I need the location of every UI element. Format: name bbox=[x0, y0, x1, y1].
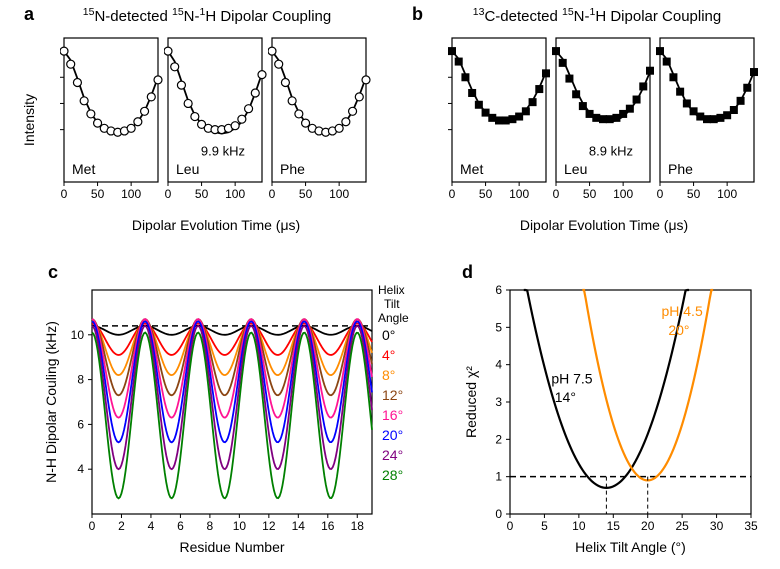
superscript: 15 bbox=[562, 6, 574, 18]
svg-text:Phe: Phe bbox=[280, 161, 305, 177]
svg-text:0: 0 bbox=[89, 519, 96, 533]
panel-a-title: 15N-detected 15N-1H Dipolar Coupling bbox=[42, 6, 372, 25]
svg-text:4: 4 bbox=[148, 519, 155, 533]
svg-text:10: 10 bbox=[71, 328, 85, 342]
svg-text:8.9 kHz: 8.9 kHz bbox=[589, 144, 633, 159]
svg-text:4: 4 bbox=[495, 358, 502, 372]
svg-text:50: 50 bbox=[583, 187, 597, 201]
svg-text:1: 1 bbox=[495, 470, 502, 484]
svg-text:14°: 14° bbox=[555, 389, 576, 405]
svg-text:0: 0 bbox=[269, 187, 276, 201]
svg-text:0: 0 bbox=[507, 519, 514, 533]
svg-text:0: 0 bbox=[657, 187, 664, 201]
svg-text:50: 50 bbox=[479, 187, 493, 201]
svg-text:3: 3 bbox=[495, 395, 502, 409]
svg-text:8°: 8° bbox=[382, 367, 395, 383]
svg-text:20°: 20° bbox=[668, 322, 689, 338]
svg-text:0: 0 bbox=[61, 187, 68, 201]
panel-c-plot: 0 2 4 6 8 10 12 14 16 18 4 6 8 10 N-H Dipolar Couling … bbox=[40, 280, 440, 560]
svg-text:16°: 16° bbox=[382, 407, 403, 423]
svg-text:100: 100 bbox=[613, 187, 633, 201]
svg-text:24°: 24° bbox=[382, 447, 403, 463]
svg-text:0: 0 bbox=[495, 507, 502, 521]
svg-text:5: 5 bbox=[495, 320, 502, 334]
svg-text:Tilt: Tilt bbox=[384, 297, 400, 311]
panel-a-plot-met: 0.40.60.81.0050100Met bbox=[60, 30, 164, 210]
svg-text:30: 30 bbox=[710, 519, 724, 533]
svg-text:Reduced χ²: Reduced χ² bbox=[463, 366, 479, 438]
svg-text:0: 0 bbox=[553, 187, 560, 201]
superscript: 15 bbox=[172, 6, 184, 18]
superscript: 13 bbox=[473, 6, 485, 18]
superscript: 1 bbox=[590, 6, 596, 18]
panel-b-letter: b bbox=[412, 4, 423, 25]
svg-text:2: 2 bbox=[495, 432, 502, 446]
svg-text:Dipolar Evolution Time (μs): Dipolar Evolution Time (μs) bbox=[520, 217, 688, 233]
svg-text:100: 100 bbox=[329, 187, 349, 201]
svg-text:20°: 20° bbox=[382, 427, 403, 443]
svg-text:15: 15 bbox=[607, 519, 621, 533]
svg-text:12°: 12° bbox=[382, 387, 403, 403]
svg-text:100: 100 bbox=[225, 187, 245, 201]
svg-text:Angle: Angle bbox=[378, 311, 409, 325]
svg-text:5: 5 bbox=[541, 519, 548, 533]
svg-text:10: 10 bbox=[572, 519, 586, 533]
svg-text:Leu: Leu bbox=[564, 161, 587, 177]
panel-b-xlabel: Dipolar Evolution Time (μs) bbox=[448, 210, 760, 240]
svg-text:N-H Dipolar Couling (kHz): N-H Dipolar Couling (kHz) bbox=[43, 321, 59, 483]
svg-text:6: 6 bbox=[177, 519, 184, 533]
panel-a-ylabel: Intensity bbox=[20, 30, 60, 210]
svg-text:25: 25 bbox=[675, 519, 689, 533]
svg-text:8: 8 bbox=[77, 373, 84, 387]
svg-text:Dipolar Evolution Time (μs): Dipolar Evolution Time (μs) bbox=[132, 217, 300, 233]
panel-a-letter: a bbox=[24, 4, 34, 25]
svg-text:4°: 4° bbox=[382, 347, 395, 363]
svg-text:100: 100 bbox=[121, 187, 141, 201]
svg-text:Helix Tilt Angle (°): Helix Tilt Angle (°) bbox=[575, 539, 686, 555]
svg-text:Met: Met bbox=[460, 161, 483, 177]
panel-b-plot-leu: 0 50 100 Leu8.9 kHz bbox=[552, 30, 656, 210]
svg-text:28°: 28° bbox=[382, 467, 403, 483]
svg-text:100: 100 bbox=[717, 187, 737, 201]
svg-text:Helix: Helix bbox=[378, 283, 405, 297]
panel-a-plot-phe: 0 50 100 Phe bbox=[268, 30, 372, 210]
svg-text:50: 50 bbox=[299, 187, 313, 201]
panel-b-plot-phe: 0 50 100 Phe bbox=[656, 30, 760, 210]
svg-text:pH 7.5: pH 7.5 bbox=[551, 370, 592, 386]
svg-text:16: 16 bbox=[321, 519, 335, 533]
svg-text:20: 20 bbox=[641, 519, 655, 533]
svg-text:0: 0 bbox=[449, 187, 456, 201]
svg-text:14: 14 bbox=[292, 519, 306, 533]
svg-text:pH 4.5: pH 4.5 bbox=[661, 303, 702, 319]
svg-text:Phe: Phe bbox=[668, 161, 693, 177]
svg-text:4: 4 bbox=[77, 462, 84, 476]
svg-text:Intensity: Intensity bbox=[21, 94, 37, 146]
svg-text:50: 50 bbox=[91, 187, 105, 201]
svg-text:Residue Number: Residue Number bbox=[179, 539, 284, 555]
svg-text:Met: Met bbox=[72, 161, 95, 177]
svg-text:10: 10 bbox=[233, 519, 247, 533]
panel-b-title: 13C-detected 15N-1H Dipolar Coupling bbox=[432, 6, 762, 25]
panel-a-plot-leu: 0 50 100 Leu9.9 kHz bbox=[164, 30, 268, 210]
superscript: 15 bbox=[83, 6, 95, 18]
svg-text:35: 35 bbox=[744, 519, 758, 533]
svg-text:0°: 0° bbox=[382, 327, 395, 343]
svg-text:6: 6 bbox=[77, 417, 84, 431]
svg-text:6: 6 bbox=[495, 283, 502, 297]
svg-text:9.9 kHz: 9.9 kHz bbox=[201, 144, 245, 159]
svg-text:0: 0 bbox=[165, 187, 172, 201]
svg-text:Leu: Leu bbox=[176, 161, 199, 177]
panel-a-xlabel: Dipolar Evolution Time (μs) bbox=[60, 210, 372, 240]
svg-text:12: 12 bbox=[262, 519, 276, 533]
svg-text:50: 50 bbox=[687, 187, 701, 201]
svg-text:8: 8 bbox=[207, 519, 214, 533]
panel-b-plot-met: 0.40.60.81.0050100Met bbox=[448, 30, 552, 210]
svg-text:50: 50 bbox=[195, 187, 209, 201]
superscript: 1 bbox=[200, 6, 206, 18]
svg-text:2: 2 bbox=[118, 519, 125, 533]
svg-text:100: 100 bbox=[509, 187, 529, 201]
svg-text:18: 18 bbox=[351, 519, 365, 533]
panel-d-plot: 0 5 10 15 20 25 30 35 0 1 2 3 4 5 6 pH 7.5 14° pH 4.5 20° R… bbox=[458, 280, 763, 560]
figure-root: a 15N-detected 15N-1H Dipolar Coupling 0… bbox=[0, 0, 780, 569]
